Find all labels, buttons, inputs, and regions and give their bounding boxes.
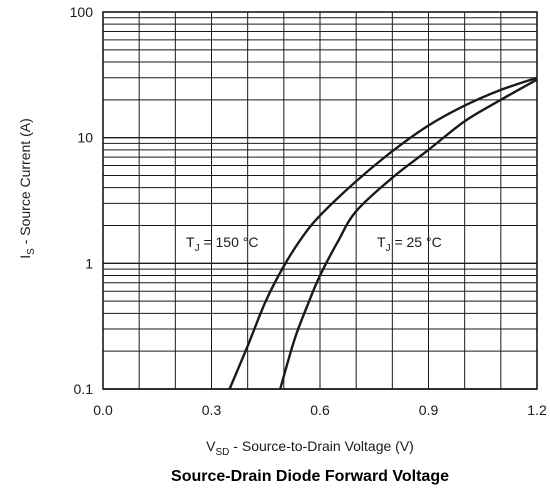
y-tick-label: 10 xyxy=(77,130,93,146)
y-tick-label: 100 xyxy=(70,4,94,20)
x-tick-label: 0.6 xyxy=(310,402,330,418)
x-tick-label: 0.3 xyxy=(202,402,222,418)
tick-labels: 0.0 0.3 0.6 0.9 1.2 0.1 1 10 100 xyxy=(70,4,547,418)
series-label-25c: TJ = 25 °C xyxy=(377,234,442,254)
series-line-150c xyxy=(228,76,538,390)
chart-title: Source-Drain Diode Forward Voltage xyxy=(171,468,449,485)
x-tick-label: 1.2 xyxy=(527,402,547,418)
series-group xyxy=(228,76,538,390)
plot-frame xyxy=(102,11,538,390)
y-tick-label: 0.1 xyxy=(74,381,94,397)
y-axis-label: IS - Source Current (A) xyxy=(17,118,37,259)
y-tick-label: 1 xyxy=(85,255,93,271)
x-tick-label: 0.0 xyxy=(93,402,113,418)
x-tick-label: 0.9 xyxy=(419,402,439,418)
grid xyxy=(103,12,537,390)
series-label-150c: TJ = 150 °C xyxy=(186,234,258,254)
series-line-25c xyxy=(279,78,538,390)
x-axis-label: VSD - Source-to-Drain Voltage (V) xyxy=(206,438,414,458)
